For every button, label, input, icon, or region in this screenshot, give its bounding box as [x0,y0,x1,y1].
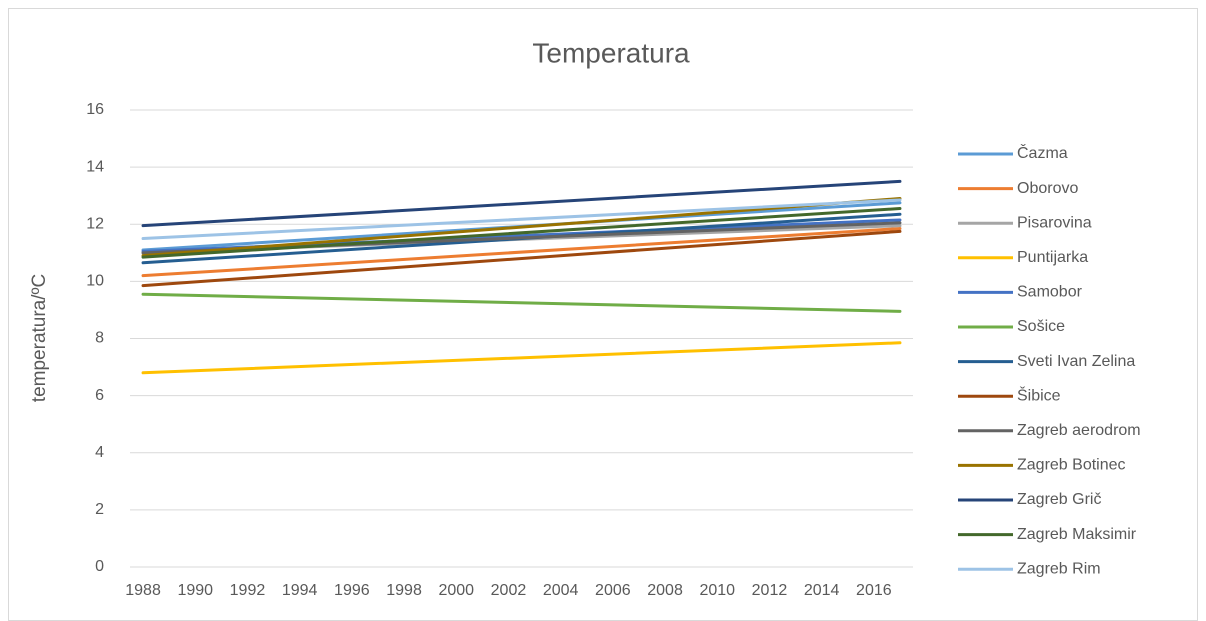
y-tick-label: 4 [95,444,104,461]
x-tick-label: 1998 [386,582,422,599]
y-tick-label: 12 [86,215,104,232]
legend-label: Zagreb Grič [1017,491,1101,508]
y-tick-label: 10 [86,273,104,290]
x-tick-label: 2002 [491,582,527,599]
y-tick-label: 14 [86,158,104,175]
x-tick-label: 2000 [438,582,474,599]
series-line [141,227,902,278]
x-tick-label: 2010 [699,582,735,599]
x-tick-label: 2016 [856,582,892,599]
x-tick-label: 1990 [177,582,213,599]
chart-title: Temperatura [532,37,690,68]
y-tick-label: 6 [95,387,104,404]
legend-label: Zagreb aerodrom [1017,422,1141,439]
series-line [141,179,902,228]
series-line [141,197,902,258]
x-tick-label: 2014 [804,582,840,599]
x-tick-label: 2012 [752,582,788,599]
y-tick-label: 0 [95,558,104,575]
y-tick-label: 16 [86,101,104,118]
series-line [141,198,902,241]
x-tick-label: 1992 [230,582,266,599]
y-tick-label: 2 [95,501,104,518]
legend-label: Zagreb Maksimir [1017,526,1137,543]
series-line [141,292,902,313]
x-tick-label: 2008 [647,582,683,599]
legend-label: Zagreb Botinec [1017,457,1126,474]
legend-label: Sošice [1017,318,1065,335]
y-axis-label: temperatura/ºC [29,274,50,402]
legend-label: Oborovo [1017,180,1078,197]
legend-label: Samobor [1017,284,1083,301]
legend-label: Zagreb Rim [1017,560,1101,577]
series-line [141,341,902,375]
legend-label: Šibice [1017,385,1061,404]
legend-label: Čazma [1017,143,1068,162]
x-tick-label: 1994 [282,582,318,599]
series-line [141,229,902,288]
x-tick-label: 1996 [334,582,370,599]
x-tick-label: 2006 [595,582,631,599]
y-tick-label: 8 [95,330,104,347]
legend-label: Puntijarka [1017,249,1088,266]
x-tick-label: 1988 [125,582,161,599]
legend-label: Pisarovina [1017,214,1092,231]
legend-label: Sveti Ivan Zelina [1017,353,1135,370]
x-tick-label: 2004 [543,582,579,599]
series-line [141,207,902,259]
